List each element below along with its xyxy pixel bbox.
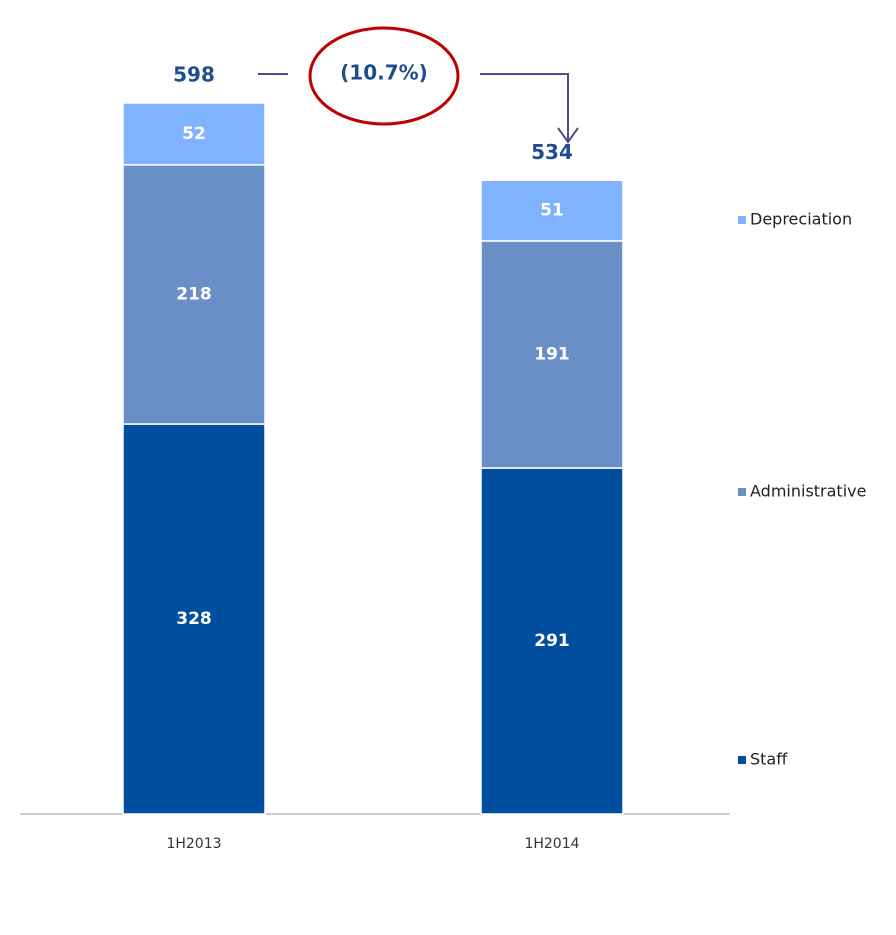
connector (480, 73, 569, 140)
bar-segment (480, 179, 624, 242)
data-label: 51 (540, 201, 564, 221)
x-tick-label: 1H2013 (166, 836, 221, 852)
bar-segment (122, 102, 266, 166)
bar-segment (480, 240, 624, 469)
annotation-ellipse (308, 26, 460, 126)
bar-segment (480, 467, 624, 815)
legend-swatch (738, 756, 746, 764)
legend-label: Depreciation (750, 210, 852, 229)
total-label: 598 (173, 63, 215, 87)
data-label: 52 (182, 124, 206, 144)
data-label: 191 (534, 344, 570, 364)
legend-label: Administrative (750, 482, 866, 501)
legend-swatch (738, 216, 746, 224)
arrow-head (557, 127, 579, 144)
x-tick-label: 1H2014 (524, 836, 579, 852)
data-label: 328 (176, 609, 212, 629)
legend-label: Staff (750, 750, 788, 769)
bar-segment (122, 423, 266, 815)
data-label: 291 (534, 631, 570, 651)
legend-swatch (738, 488, 746, 496)
data-label: 218 (176, 284, 212, 304)
annotation: (10.7%) (340, 61, 428, 85)
total-label: 534 (531, 140, 573, 164)
